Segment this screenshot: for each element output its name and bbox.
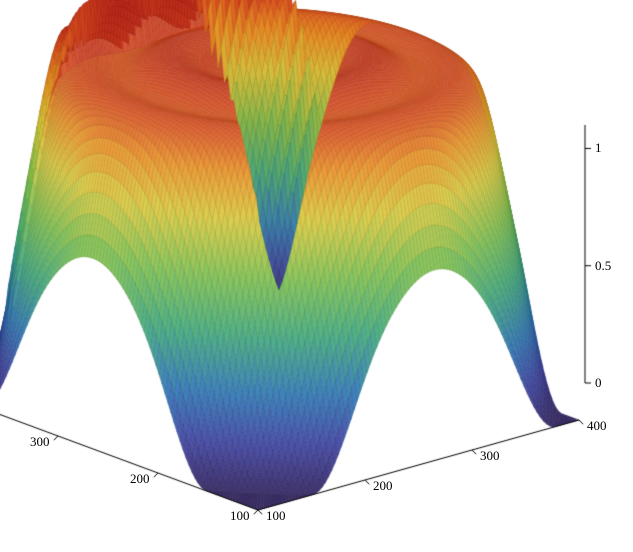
axis-tick-label: 200 xyxy=(130,471,150,487)
axis-tick-label: 1 xyxy=(595,140,602,156)
axis-tick-label: 300 xyxy=(480,448,500,464)
axis-tick-label: 100 xyxy=(230,508,250,524)
axis-tick-label: 200 xyxy=(373,478,393,494)
axis-tick-label: 100 xyxy=(266,508,286,524)
axis-tick-label: 300 xyxy=(30,434,50,450)
surface-plot-3d: 10020030040010020030040000.51 xyxy=(0,0,633,552)
axis-tick-label: 0.5 xyxy=(595,258,611,274)
surface-canvas xyxy=(0,0,633,552)
axis-tick-label: 0 xyxy=(595,375,602,391)
axis-tick-label: 400 xyxy=(587,418,607,434)
